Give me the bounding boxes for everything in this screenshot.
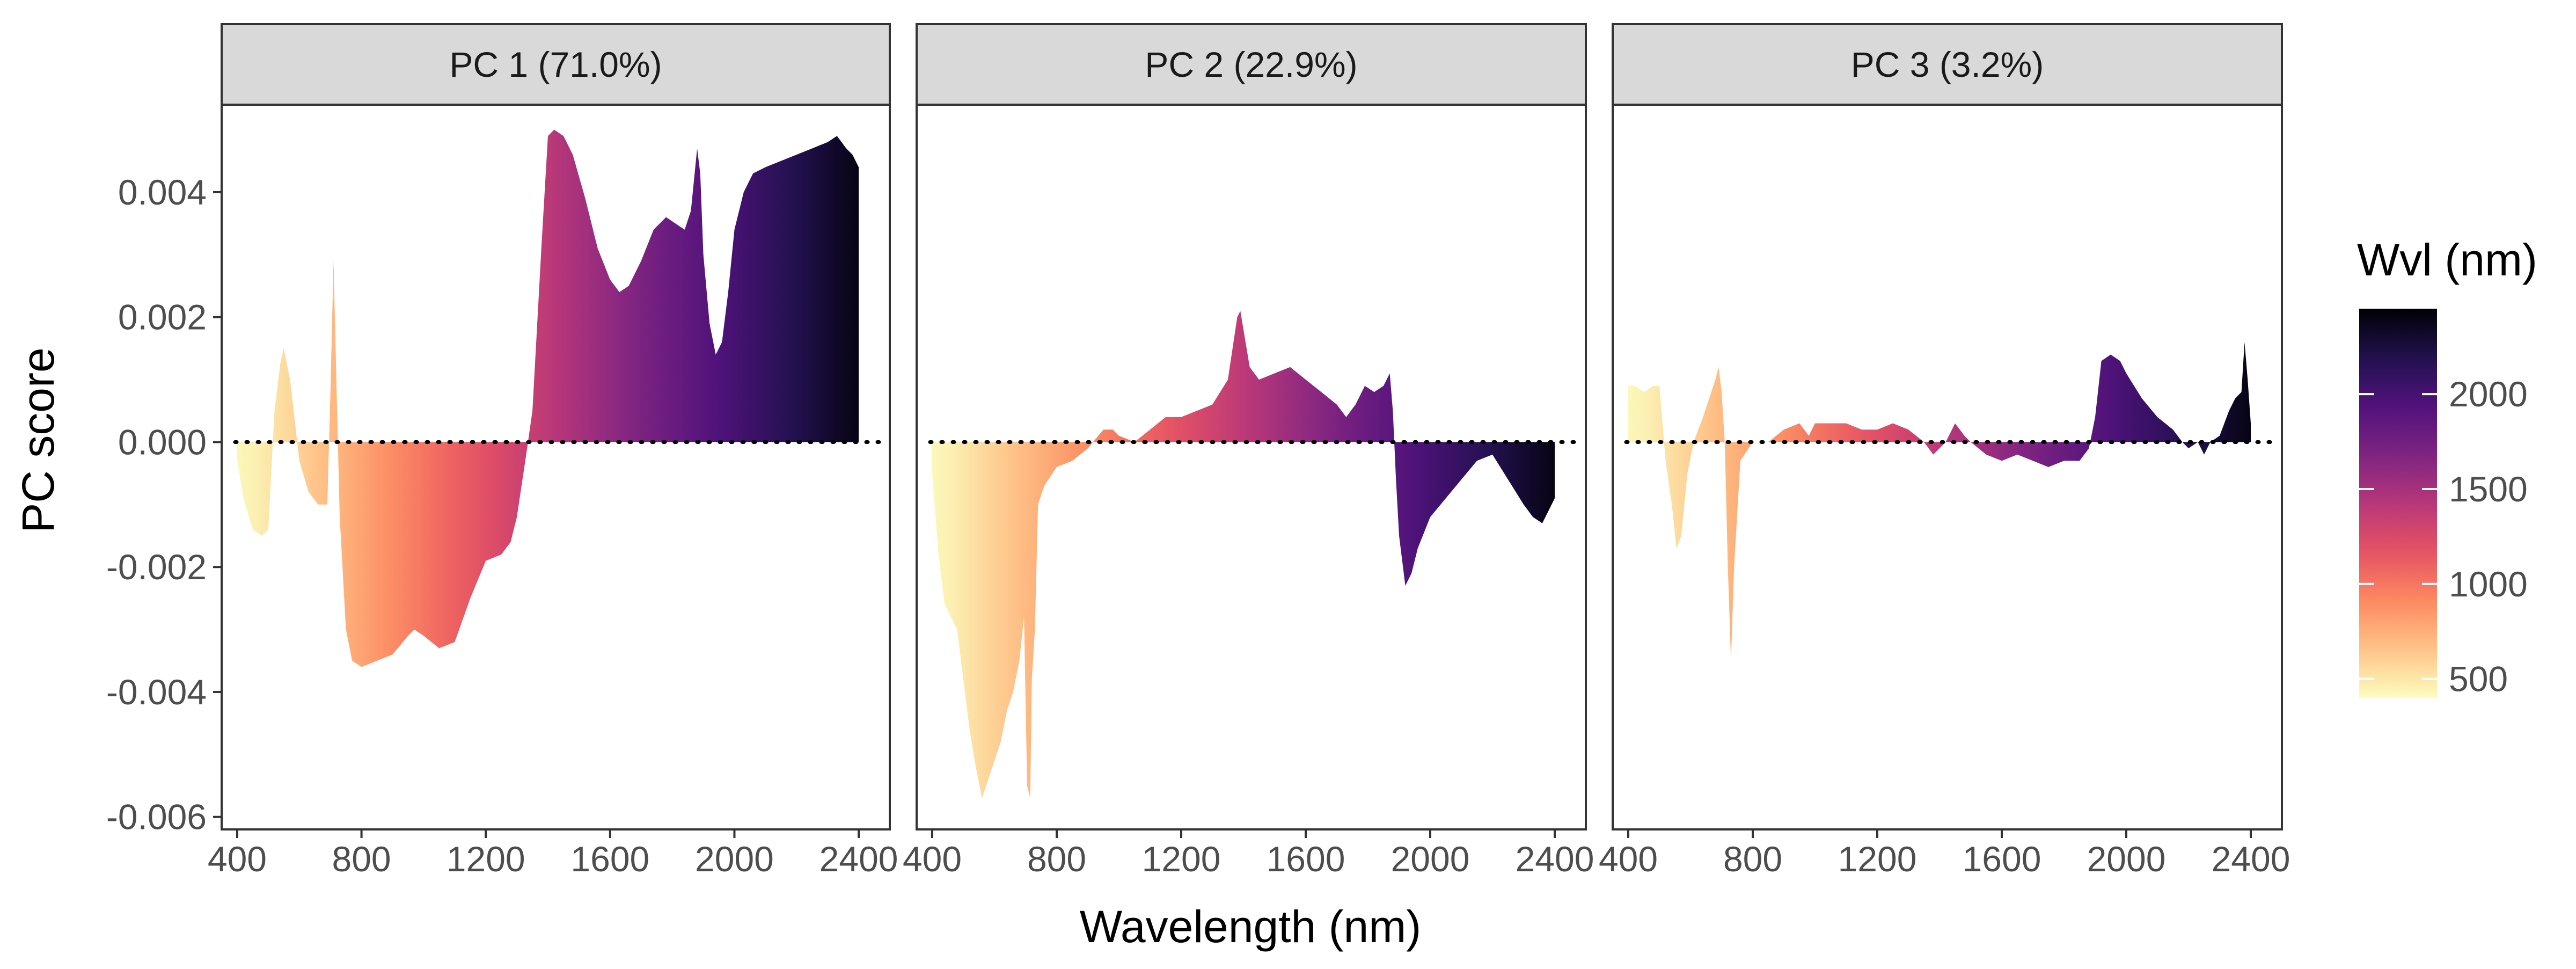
pc-loading-area [932, 311, 1555, 798]
x-tick-label: 400 [903, 839, 962, 879]
x-tick-label: 1600 [1963, 839, 2041, 879]
x-tick-label: 800 [1027, 839, 1086, 879]
panel-border [916, 104, 1587, 830]
facets-layer: PC 1 (71.0%) 400 800 1200 1600 2000 2400 -0.006… [106, 23, 2290, 879]
x-tick-label: 400 [1599, 839, 1658, 879]
legend-tick-label: 1500 [2449, 469, 2528, 509]
facet-panel-1: PC 1 (71.0%) 400 800 1200 1600 2000 2400 -0.006… [106, 23, 898, 879]
facet-panel-3: PC 3 (3.2%) 400 800 1200 1600 2000 2400 [1599, 23, 2290, 879]
facet-strip [221, 23, 891, 106]
legend-colorbar [2359, 309, 2437, 698]
legend-ticks: 500 1000 1500 2000 [2359, 374, 2528, 699]
facet-strip-label: PC 2 (22.9%) [1145, 45, 1357, 84]
facet-strip [916, 23, 1587, 106]
x-tick-label: 1200 [447, 839, 525, 879]
legend-tick-label: 500 [2449, 659, 2508, 699]
x-tick-label: 2400 [1516, 839, 1594, 879]
panel-border [221, 104, 891, 830]
x-tick-label: 1200 [1142, 839, 1221, 879]
pc-loading-area [1628, 342, 2251, 661]
y-tick-label: -0.004 [106, 672, 207, 712]
x-tick-label: 1200 [1838, 839, 1917, 879]
x-tick-label: 2000 [1391, 839, 1470, 879]
x-tick-label: 2400 [819, 839, 898, 879]
facet-panel-2: PC 2 (22.9%) 400 800 1200 1600 2000 2400 [903, 23, 1594, 879]
facet-strip-label: PC 1 (71.0%) [449, 45, 662, 84]
x-tick-label: 2000 [2087, 839, 2166, 879]
x-tick-label: 2000 [695, 839, 774, 879]
y-tick-label: -0.002 [106, 547, 207, 587]
y-tick-label: 0.004 [118, 172, 207, 212]
x-tick-label: 2400 [2212, 839, 2290, 879]
x-tick-label: 1600 [570, 839, 649, 879]
facet-strip [1612, 23, 2283, 106]
x-tick-label: 800 [332, 839, 391, 879]
panel-background [1613, 105, 2282, 829]
color-legend: Wvl (nm) 500 1000 1500 2000 [2357, 235, 2537, 699]
x-tick-label: 800 [1723, 839, 1782, 879]
facet-strip-label: PC 3 (3.2%) [1851, 45, 2044, 84]
y-axis-title: PC score [13, 347, 63, 533]
pc-loading-area [237, 129, 859, 667]
x-tick-label: 400 [208, 839, 267, 879]
y-tick-label: 0.002 [118, 297, 207, 337]
legend-tick-label: 2000 [2449, 374, 2528, 414]
y-tick-label: -0.006 [106, 797, 207, 837]
y-tick-label: 0.000 [118, 422, 207, 462]
x-axis-title: Wavelength (nm) [1080, 901, 1421, 952]
legend-tick-label: 1000 [2449, 564, 2528, 604]
panel-border [1612, 104, 2283, 830]
legend-title: Wvl (nm) [2357, 235, 2537, 285]
x-tick-label: 1600 [1267, 839, 1345, 879]
